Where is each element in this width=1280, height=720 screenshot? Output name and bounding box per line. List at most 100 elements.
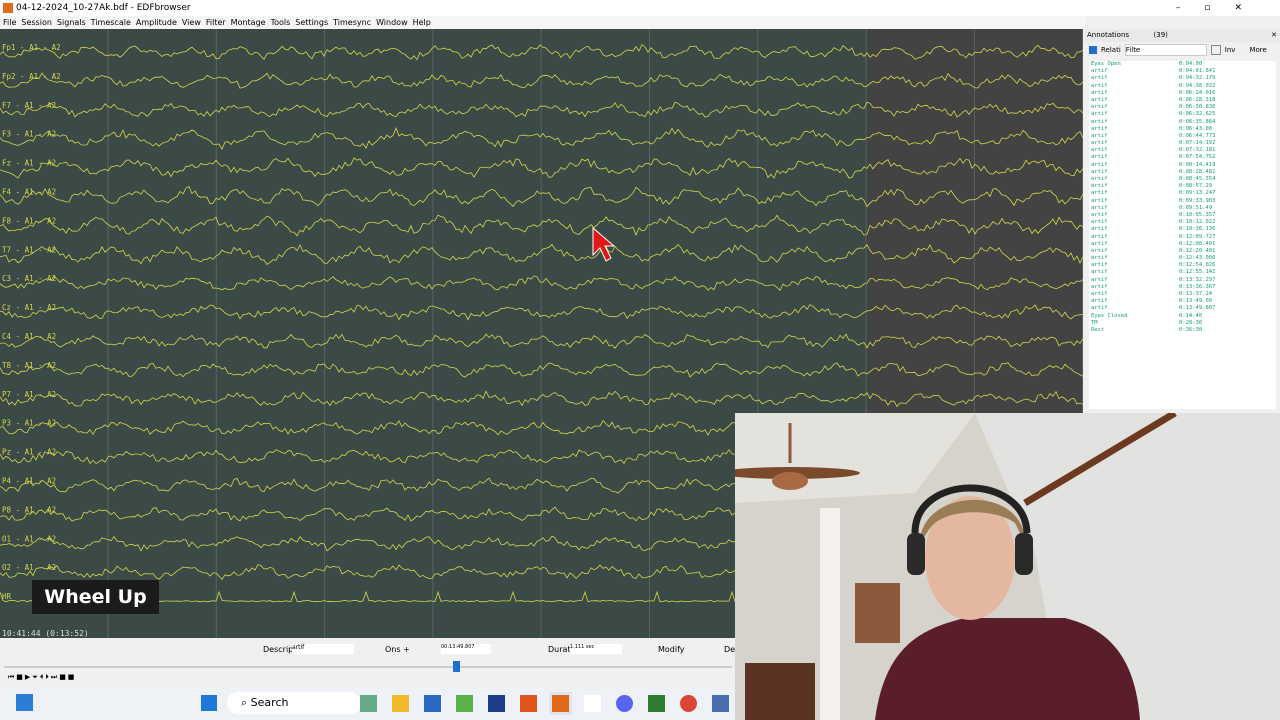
annotation-row[interactable]: artif 0:12:43.006 (1089, 255, 1276, 262)
annotation-row[interactable]: artif 0:13:36.367 (1089, 284, 1276, 291)
menu-item[interactable]: Filter (205, 18, 226, 27)
delete-button[interactable]: De (724, 645, 736, 654)
annotation-row[interactable]: artif 0:09:33.903 (1089, 198, 1276, 205)
menu-item[interactable]: Signals (56, 18, 86, 27)
annotation-row[interactable]: artif 0:06:32.625 (1089, 111, 1276, 118)
app[interactable] (549, 692, 572, 715)
annotation-row[interactable]: artif 0:09:51.49 (1089, 205, 1276, 212)
annotation-row[interactable]: artif 0:06:28.318 (1089, 97, 1276, 104)
menu-item[interactable]: Tools (270, 18, 291, 27)
annotation-row[interactable]: artif 0:10:36.136 (1089, 226, 1276, 233)
menu-item[interactable]: Window (376, 18, 408, 27)
annotation-row[interactable]: artif 0:06:44.773 (1089, 133, 1276, 140)
annotation-row[interactable]: artif 0:04:01.841 (1089, 68, 1276, 75)
panel-count: (39) (1153, 31, 1168, 39)
onset-input[interactable]: 00:13:49.807 (441, 644, 491, 654)
inv-checkbox[interactable] (1210, 45, 1221, 55)
annotation-row[interactable]: artif 0:12:08.401 (1089, 241, 1276, 248)
app[interactable] (456, 695, 473, 712)
menu-item[interactable]: Timesync (333, 18, 372, 27)
annotation-row[interactable]: artif 0:04:38.032 (1089, 83, 1276, 90)
menu-item[interactable]: Timescale (90, 18, 131, 27)
annotation-row[interactable]: artif 0:06:35.884 (1089, 119, 1276, 126)
annotation-onset: 0:06:30.836 (1179, 104, 1216, 111)
app[interactable] (360, 695, 377, 712)
panel-title: Annotations (1087, 31, 1130, 39)
menu-item[interactable]: View (181, 18, 201, 27)
annotation-row[interactable]: artif 0:10:05.357 (1089, 212, 1276, 219)
annotation-onset: 0:06:35.884 (1179, 118, 1216, 125)
annotation-text: artif (1091, 291, 1108, 297)
annotation-row[interactable]: artif 0:10:12.022 (1089, 219, 1276, 226)
app[interactable] (680, 695, 697, 712)
annotation-row[interactable]: artif 0:07:32.181 (1089, 147, 1276, 154)
annotation-text: artif (1091, 219, 1108, 226)
modify-button[interactable]: Modify (658, 645, 685, 654)
annotation-row[interactable]: artif 0:06:43.00 (1089, 126, 1276, 133)
descrip-input[interactable]: artif (292, 644, 354, 654)
channel-label: F7 - A1 - A2 (2, 101, 56, 110)
slider-handle[interactable] (453, 661, 460, 672)
annotation-row[interactable]: artif 0:08:14.419 (1089, 162, 1276, 169)
app[interactable] (584, 695, 601, 712)
annotation-text: artif (1091, 125, 1108, 132)
annotation-row[interactable]: artif 0:06:30.836 (1089, 104, 1276, 111)
onset-sign[interactable]: + (403, 645, 410, 654)
annotation-row[interactable]: artif 0:12:54.026 (1089, 262, 1276, 269)
playback-buttons[interactable]: ⏮■▶⏷⏴⏵⏭■■ (8, 673, 77, 681)
annotation-row[interactable]: artif 0:08:45.354 (1089, 176, 1276, 183)
annotation-text: artif (1091, 240, 1108, 247)
channel-label: P3 - A1 - A2 (2, 419, 56, 428)
more-button[interactable]: More (1249, 46, 1267, 54)
annotation-onset: 0:04:01.841 (1179, 68, 1216, 75)
annotation-row[interactable]: artif 0:12:09.727 (1089, 234, 1276, 241)
search-box[interactable]: ⌕ Search (227, 692, 361, 714)
annotation-row[interactable]: artif 0:12:20.401 (1089, 248, 1276, 255)
menu-item[interactable]: File (3, 18, 17, 27)
app[interactable] (392, 695, 409, 712)
app[interactable] (616, 695, 633, 712)
annotation-row[interactable]: artif 0:06:24.016 (1089, 90, 1276, 97)
app[interactable] (520, 695, 537, 712)
menu-item[interactable]: Settings (295, 18, 329, 27)
annotation-row[interactable]: artif 0:13:49.807 (1089, 305, 1276, 312)
annotation-row[interactable]: Eyes Closed 0:14:40 (1089, 313, 1276, 320)
annotation-row[interactable]: artif 0:12:55.142 (1089, 269, 1276, 276)
annotation-row[interactable]: artif 0:09:13.247 (1089, 190, 1276, 197)
annotation-text: artif (1091, 255, 1108, 262)
annotation-row[interactable]: artif 0:13:37.24 (1089, 291, 1276, 298)
app[interactable] (712, 695, 729, 712)
menu-item[interactable]: Session (21, 18, 52, 27)
duration-input[interactable]: 1.111 sec (570, 644, 622, 654)
annotation-row[interactable]: artif 0:04:32.179 (1089, 75, 1276, 82)
start-button[interactable] (201, 695, 217, 711)
annotation-row[interactable]: Eyes Open 0:04:00 (1089, 61, 1276, 68)
annotation-text: artif (1091, 75, 1108, 82)
app[interactable] (648, 695, 665, 712)
annotation-row[interactable]: artif 0:08:28.482 (1089, 169, 1276, 176)
title-bar: 04-12-2024_10-27Ak.bdf - EDFbrowser –▫✕ (0, 0, 1280, 16)
annotation-text: artif (1091, 197, 1108, 204)
annotation-row[interactable]: TM 0:28:30 (1089, 320, 1276, 327)
menu-item[interactable]: Amplitude (135, 18, 177, 27)
annotation-row[interactable]: artif 0:07:54.752 (1089, 154, 1276, 161)
menu-item[interactable]: Montage (230, 18, 266, 27)
annotation-row[interactable]: artif 0:07:14.192 (1089, 140, 1276, 147)
annotation-row[interactable]: Rest 0:36:30 (1089, 327, 1276, 334)
channel-label: P4 - A1 - A2 (2, 477, 56, 486)
window-controls[interactable]: –▫✕ (1175, 3, 1266, 13)
annotation-onset: 0:06:43.00 (1179, 125, 1213, 132)
relative-checkbox[interactable] (1089, 46, 1097, 54)
annotation-text: artif (1091, 204, 1108, 211)
widget-icon[interactable] (16, 694, 33, 711)
mouse-cursor[interactable] (592, 226, 616, 262)
channel-label: F4 - A1 - A2 (2, 188, 56, 197)
annotation-row[interactable]: artif 0:13:49.09 (1089, 298, 1276, 305)
annotation-row[interactable]: artif 0:08:57.29 (1089, 183, 1276, 190)
eeg-trace (0, 127, 1083, 150)
annotation-row[interactable]: artif 0:13:32.297 (1089, 277, 1276, 284)
filter-input[interactable]: Filte (1124, 44, 1207, 56)
app[interactable] (424, 695, 441, 712)
menu-item[interactable]: Help (412, 18, 431, 27)
app[interactable] (488, 695, 505, 712)
